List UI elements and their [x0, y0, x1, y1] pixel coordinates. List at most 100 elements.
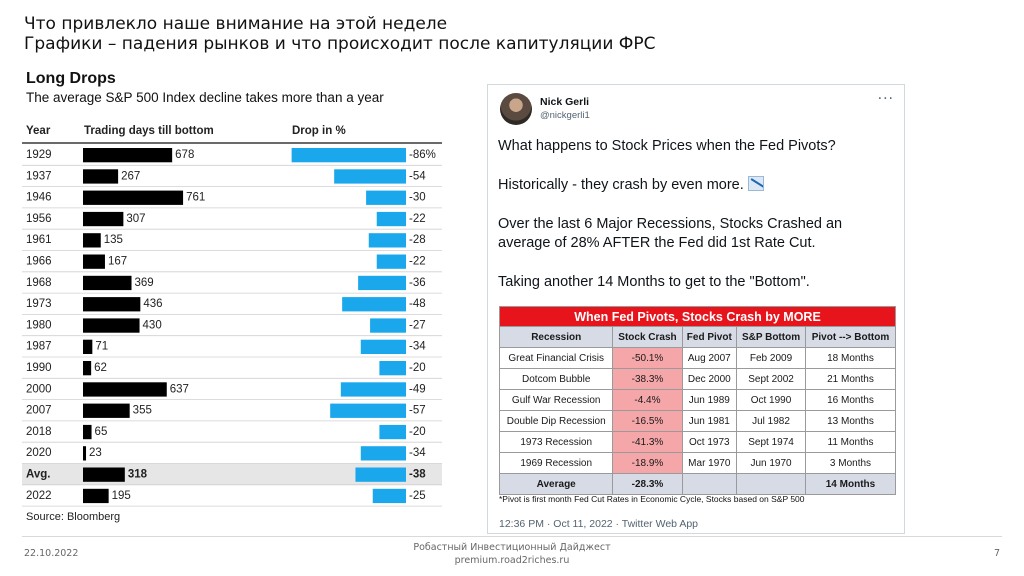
column-header: Drop in %: [292, 125, 346, 137]
drop-bar: [360, 339, 406, 354]
days-bar: [83, 275, 132, 291]
chart-subtitle: The average S&P 500 Index decline takes …: [26, 90, 384, 105]
days-bar: [83, 233, 101, 248]
days-label: 355: [133, 405, 152, 417]
table-cell: Oct 1973: [681, 431, 738, 453]
table-cell: Feb 2009: [736, 347, 806, 369]
table-cell: Mar 1970: [681, 452, 738, 474]
drop-label: -20: [409, 362, 426, 374]
avatar[interactable]: [500, 93, 532, 125]
table-header-cell: Fed Pivot: [681, 326, 738, 348]
table-cell: 11 Months: [804, 431, 897, 453]
drop-bar: [342, 297, 406, 312]
chart-source: Source: Bloomberg: [26, 511, 121, 523]
days-label: 318: [128, 469, 148, 481]
year-label: 2022: [26, 490, 52, 502]
table-cell: -16.5%: [612, 410, 683, 432]
footer-website: premium.road2riches.ru: [454, 555, 570, 566]
drop-label: -49: [409, 383, 426, 395]
days-bar: [83, 424, 92, 440]
drop-label: -38: [409, 469, 426, 481]
year-label: 1961: [26, 234, 52, 246]
drop-bar: [376, 254, 406, 269]
days-bar: [83, 361, 92, 376]
tweet-line-4: Taking another 14 Months to get to the "…: [498, 274, 810, 290]
drop-bar: [376, 211, 406, 227]
tweet-line-2: Historically - they crash by even more.: [498, 176, 898, 195]
days-label: 436: [143, 298, 162, 310]
table-cell: Jun 1981: [681, 410, 738, 432]
drop-label: -34: [409, 341, 426, 353]
tweet-timestamp[interactable]: 12:36 PM · Oct 11, 2022 · Twitter Web Ap…: [499, 518, 699, 530]
drop-label: -25: [409, 490, 426, 502]
chart-svg: Year Trading days till bottom Drop in % 192…: [22, 125, 442, 507]
year-label: 1937: [26, 170, 52, 182]
table-cell: Sept 2002: [736, 368, 806, 390]
year-label: 1946: [26, 192, 52, 204]
chart-decreasing-icon: [747, 176, 764, 191]
table-cell: Sept 1974: [736, 431, 806, 453]
drop-label: -28: [409, 234, 426, 246]
table-header-cell: S&P Bottom: [736, 326, 806, 348]
long-drops-chart: Long Drops The average S&P 500 Index dec…: [22, 68, 462, 530]
tweet-author-name[interactable]: Nick Gerli: [540, 96, 590, 108]
table-cell: 16 Months: [804, 389, 897, 411]
drop-label: -57: [409, 405, 426, 417]
days-bar: [83, 467, 125, 482]
days-bar: [83, 148, 173, 163]
table-cell: 13 Months: [804, 410, 897, 432]
table-cell: 1969 Recession: [498, 452, 614, 474]
year-label: 2018: [26, 426, 52, 438]
tweet-text: What happens to Stock Prices when the Fe…: [498, 137, 898, 312]
days-bar: [83, 382, 167, 397]
table-cell: Oct 1990: [736, 389, 806, 411]
column-header: Year: [26, 125, 51, 137]
drop-label: -48: [409, 298, 426, 310]
drop-bar: [340, 382, 406, 397]
more-options-icon[interactable]: ···: [877, 91, 894, 107]
table-cell: Jul 1982: [736, 410, 806, 432]
table-cell: 1973 Recession: [498, 431, 614, 453]
table-cell: Great Financial Crisis: [498, 347, 614, 369]
table-cell: Jun 1989: [681, 389, 738, 411]
year-label: 1968: [26, 277, 52, 289]
tweet-card: Nick Gerli @nickgerli1 ··· What happens …: [487, 84, 905, 534]
days-bar: [83, 297, 141, 312]
table-cell: -28.3%: [612, 473, 683, 495]
table-cell: Jun 1970: [736, 452, 806, 474]
table-cell: 3 Months: [804, 452, 897, 474]
table-cell: -50.1%: [612, 347, 683, 369]
slide-title: Что привлекло наше внимание на этой неде…: [24, 14, 656, 54]
days-bar: [83, 488, 109, 504]
table-cell: [736, 473, 806, 495]
table-row: Great Financial Crisis -50.1% Aug 2007 Feb …: [498, 347, 897, 369]
tweet-line-3: Over the last 6 Major Recessions, Stocks…: [498, 216, 843, 251]
days-label: 678: [175, 149, 194, 161]
table-cell: -41.3%: [612, 431, 683, 453]
drop-bar: [360, 446, 406, 461]
tweet-author-handle[interactable]: @nickgerli1: [540, 110, 590, 121]
drop-label: -34: [409, 447, 426, 459]
drop-bar: [368, 233, 406, 248]
table-header-row: Recession Stock Crash Fed Pivot S&P Bottom P…: [498, 326, 897, 348]
table-cell: Aug 2007: [681, 347, 738, 369]
table-row: Double Dip Recession -16.5% Jun 1981 Jul 19…: [498, 410, 897, 432]
days-label: 62: [94, 362, 107, 374]
year-label: 2007: [26, 405, 52, 417]
column-header: Trading days till bottom: [84, 125, 214, 137]
year-label: 1973: [26, 298, 52, 310]
days-label: 267: [121, 170, 140, 182]
table-cell: Dec 2000: [681, 368, 738, 390]
footer-center: Робастный Инвестиционный Дайджест premiu…: [362, 541, 662, 567]
table-cell: -4.4%: [612, 389, 683, 411]
drop-label: -36: [409, 277, 426, 289]
days-label: 307: [126, 213, 145, 225]
table-cell: 14 Months: [804, 473, 897, 495]
year-label: 1956: [26, 213, 52, 225]
highlight-row: [22, 463, 442, 485]
table-cell: -38.3%: [612, 368, 683, 390]
year-label: 1990: [26, 362, 52, 374]
table-cell: 21 Months: [804, 368, 897, 390]
drop-bar: [379, 361, 406, 376]
days-label: 167: [108, 256, 127, 268]
